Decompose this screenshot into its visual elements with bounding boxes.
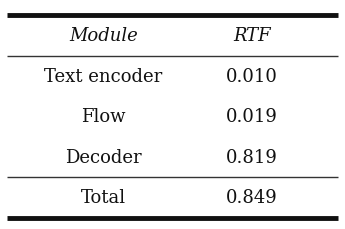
Text: 0.019: 0.019 — [226, 108, 278, 126]
Text: Text encoder: Text encoder — [45, 68, 162, 85]
Text: Total: Total — [81, 188, 126, 206]
Text: RTF: RTF — [233, 27, 271, 45]
Text: 0.849: 0.849 — [226, 188, 278, 206]
Text: 0.010: 0.010 — [226, 68, 278, 85]
Text: Decoder: Decoder — [65, 148, 142, 166]
Text: Flow: Flow — [81, 108, 126, 126]
Text: Module: Module — [69, 27, 138, 45]
Text: 0.819: 0.819 — [226, 148, 278, 166]
